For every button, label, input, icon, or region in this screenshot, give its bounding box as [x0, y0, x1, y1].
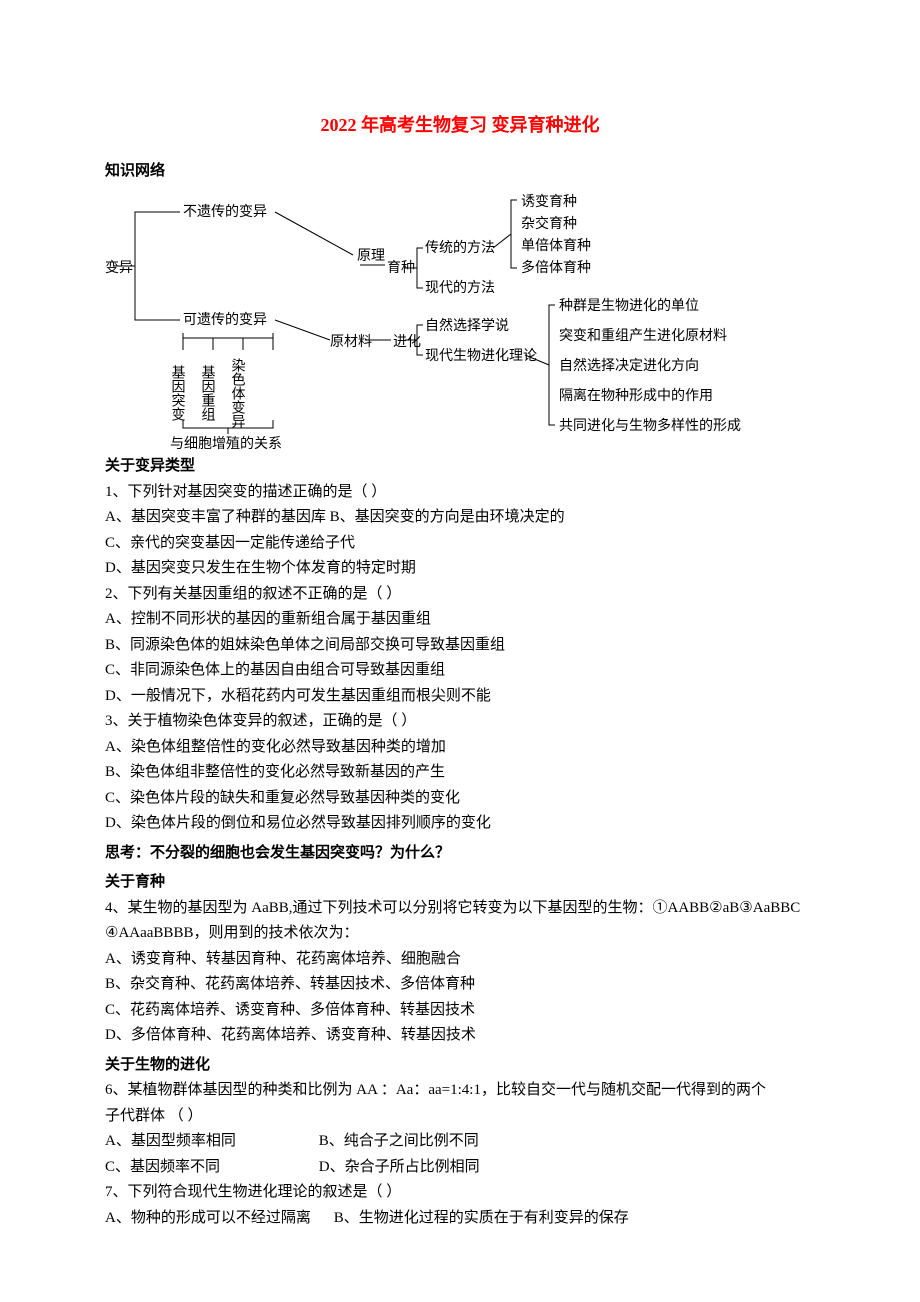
q6-stem2: 子代群体 （ ） [105, 1104, 815, 1130]
q6-opt-d: D、杂合子所占比例相同 [319, 1155, 480, 1181]
q4-opt-d: D、多倍体育种、花药离体培养、诱变育种、转基因技术 [105, 1023, 815, 1049]
node-e2: 突变和重组产生进化原材料 [559, 328, 727, 344]
node-b4: 多倍体育种 [521, 259, 591, 276]
q2-stem: 2、下列有关基因重组的叙述不正确的是（ ） [105, 582, 815, 608]
q4-opt-c: C、花药离体培养、诱变育种、多倍体育种、转基因技术 [105, 998, 815, 1024]
q6-opt-a: A、基因型频率相同 [105, 1129, 315, 1155]
section-breeding: 关于育种 [105, 870, 815, 896]
q4-stem1: 4、某生物的基因型为 AaBB,通过下列技术可以分别将它转变为以下基因型的生物：… [105, 896, 815, 922]
q7-stem: 7、下列符合现代生物进化理论的叙述是（ ） [105, 1180, 815, 1206]
q2-opt-d: D、一般情况下，水稻花药内可发生基因重组而根尖则不能 [105, 684, 815, 710]
q1-opt-d: D、基因突变只发生在生物个体发育的特定时期 [105, 556, 815, 582]
node-xibao: 与细胞增殖的关系 [170, 435, 282, 450]
q3-stem: 3、关于植物染色体变异的叙述，正确的是（ ） [105, 709, 815, 735]
q3-opt-c: C、染色体片段的缺失和重复必然导致基因种类的变化 [105, 786, 815, 812]
q7-opt-b: B、生物进化过程的实质在于有利变异的保存 [334, 1206, 629, 1232]
q1-opt-c: C、亲代的突变基因一定能传递给子代 [105, 531, 815, 557]
section-knowledge-network: 知识网络 [105, 159, 815, 185]
node-b2: 杂交育种 [521, 215, 577, 232]
q4-stem2: ④AAaaBBBB，则用到的技术依次为： [105, 921, 815, 947]
node-v1: 基因突变 [170, 364, 186, 421]
node-yuanli: 原理 [357, 249, 385, 264]
section-variation-types: 关于变异类型 [105, 454, 815, 480]
q3-opt-a: A、染色体组整倍性的变化必然导致基因种类的增加 [105, 735, 815, 761]
q6-opts-row2: C、基因频率不同 D、杂合子所占比例相同 [105, 1155, 815, 1181]
node-b3: 单倍体育种 [521, 238, 591, 254]
q2-opt-a: A、控制不同形状的基因的重新组合属于基因重组 [105, 607, 815, 633]
node-jinhua: 进化 [393, 334, 421, 350]
q6-opt-c: C、基因频率不同 [105, 1155, 315, 1181]
node-v2: 基因重组 [200, 364, 216, 421]
node-yuzhong: 育种 [387, 260, 415, 276]
node-ke-yichuan: 可遗传的变异 [183, 312, 267, 328]
q6-opts-row1: A、基因型频率相同 B、纯合子之间比例不同 [105, 1129, 815, 1155]
node-bu-yichuan: 不遗传的变异 [183, 204, 267, 220]
q2-opt-c: C、非同源染色体上的基因自由组合可导致基因重组 [105, 658, 815, 684]
node-e3: 自然选择决定进化方向 [559, 357, 699, 374]
node-yuancailiao: 原材料 [330, 334, 372, 350]
q4-opt-a: A、诱变育种、转基因育种、花药离体培养、细胞融合 [105, 947, 815, 973]
node-xiandai-jinhua: 现代生物进化理论 [425, 348, 537, 364]
section-evolution: 关于生物的进化 [105, 1053, 815, 1079]
node-e5: 共同进化与生物多样性的形成 [559, 417, 741, 434]
node-xiandai-fangfa: 现代的方法 [425, 280, 495, 296]
node-chuantong: 传统的方法 [425, 240, 495, 256]
q1-opt-ab: A、基因突变丰富了种群的基因库 B、基因突变的方向是由环境决定的 [105, 505, 815, 531]
q7-opts-row1: A、物种的形成可以不经过隔离 B、生物进化过程的实质在于有利变异的保存 [105, 1206, 815, 1232]
node-bianyi: 变异 [105, 260, 133, 276]
node-e4: 隔离在物种形成中的作用 [559, 387, 713, 404]
node-e1: 种群是生物进化的单位 [559, 298, 699, 314]
page-title: 2022 年高考生物复习 变异育种进化 [105, 110, 815, 141]
q4-opt-b: B、杂交育种、花药离体培养、转基因技术、多倍体育种 [105, 972, 815, 998]
q3-opt-d: D、染色体片段的倒位和易位必然导致基因排列顺序的变化 [105, 811, 815, 837]
q2-opt-b: B、同源染色体的姐妹染色单体之间局部交换可导致基因重组 [105, 633, 815, 659]
node-ziran-xuanze: 自然选择学说 [425, 317, 509, 334]
q7-opt-a: A、物种的形成可以不经过隔离 [105, 1206, 330, 1232]
q6-stem1: 6、某植物群体基因型的种类和比例为 AA ：Aa：aa=1:4:1，比较自交一代… [105, 1078, 815, 1104]
node-b1: 诱变育种 [521, 194, 577, 210]
q6-opt-b: B、纯合子之间比例不同 [319, 1129, 479, 1155]
concept-diagram: 变异 不遗传的变异 可遗传的变异 原理 育种 原材料 进化 传统的方法 现代的方… [105, 190, 815, 450]
q1-stem: 1、下列针对基因突变的描述正确的是（ ） [105, 480, 815, 506]
title-text: 2022 年高考生物复习 变异育种进化 [321, 115, 600, 135]
think-line: 思考：不分裂的细胞也会发生基因突变吗？为什么？ [105, 841, 815, 867]
q3-opt-b: B、染色体组非整倍性的变化必然导致新基因的产生 [105, 760, 815, 786]
node-v3: 染色体变异 [230, 358, 246, 428]
